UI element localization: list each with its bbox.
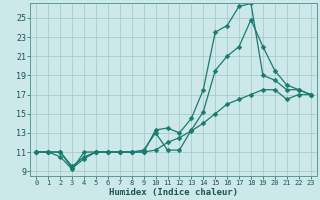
X-axis label: Humidex (Indice chaleur): Humidex (Indice chaleur) [109, 188, 238, 197]
